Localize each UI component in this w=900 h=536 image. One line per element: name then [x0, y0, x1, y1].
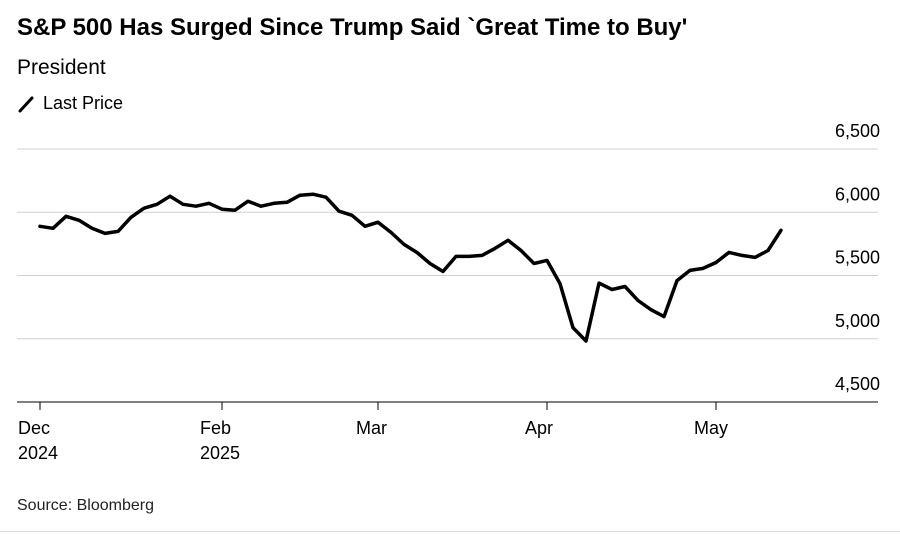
y-tick-label: 5,000	[835, 311, 880, 331]
legend-label: Last Price	[43, 93, 124, 113]
legend-icon	[18, 96, 34, 112]
y-tick-label: 4,500	[835, 374, 880, 394]
price-line	[38, 192, 783, 343]
y-tick-label: 5,500	[835, 248, 880, 268]
legend: Last Price	[17, 93, 123, 114]
x-tick-label: Apr	[525, 418, 554, 438]
x-tick-label: Dec 2024	[18, 418, 59, 463]
y-tick-label: 6,000	[835, 184, 880, 204]
x-tick-label: Feb 2025	[200, 418, 241, 463]
x-tick-label: Mar	[356, 418, 387, 438]
chart-subtitle: President	[17, 56, 106, 79]
chart-title: S&P 500 Has Surged Since Trump Said `Gre…	[17, 14, 688, 41]
bottom-rule	[0, 531, 900, 532]
y-tick-label: 6,500	[835, 121, 880, 141]
source-note: Source: Bloomberg	[17, 497, 154, 514]
x-tick-label: May	[694, 418, 729, 438]
